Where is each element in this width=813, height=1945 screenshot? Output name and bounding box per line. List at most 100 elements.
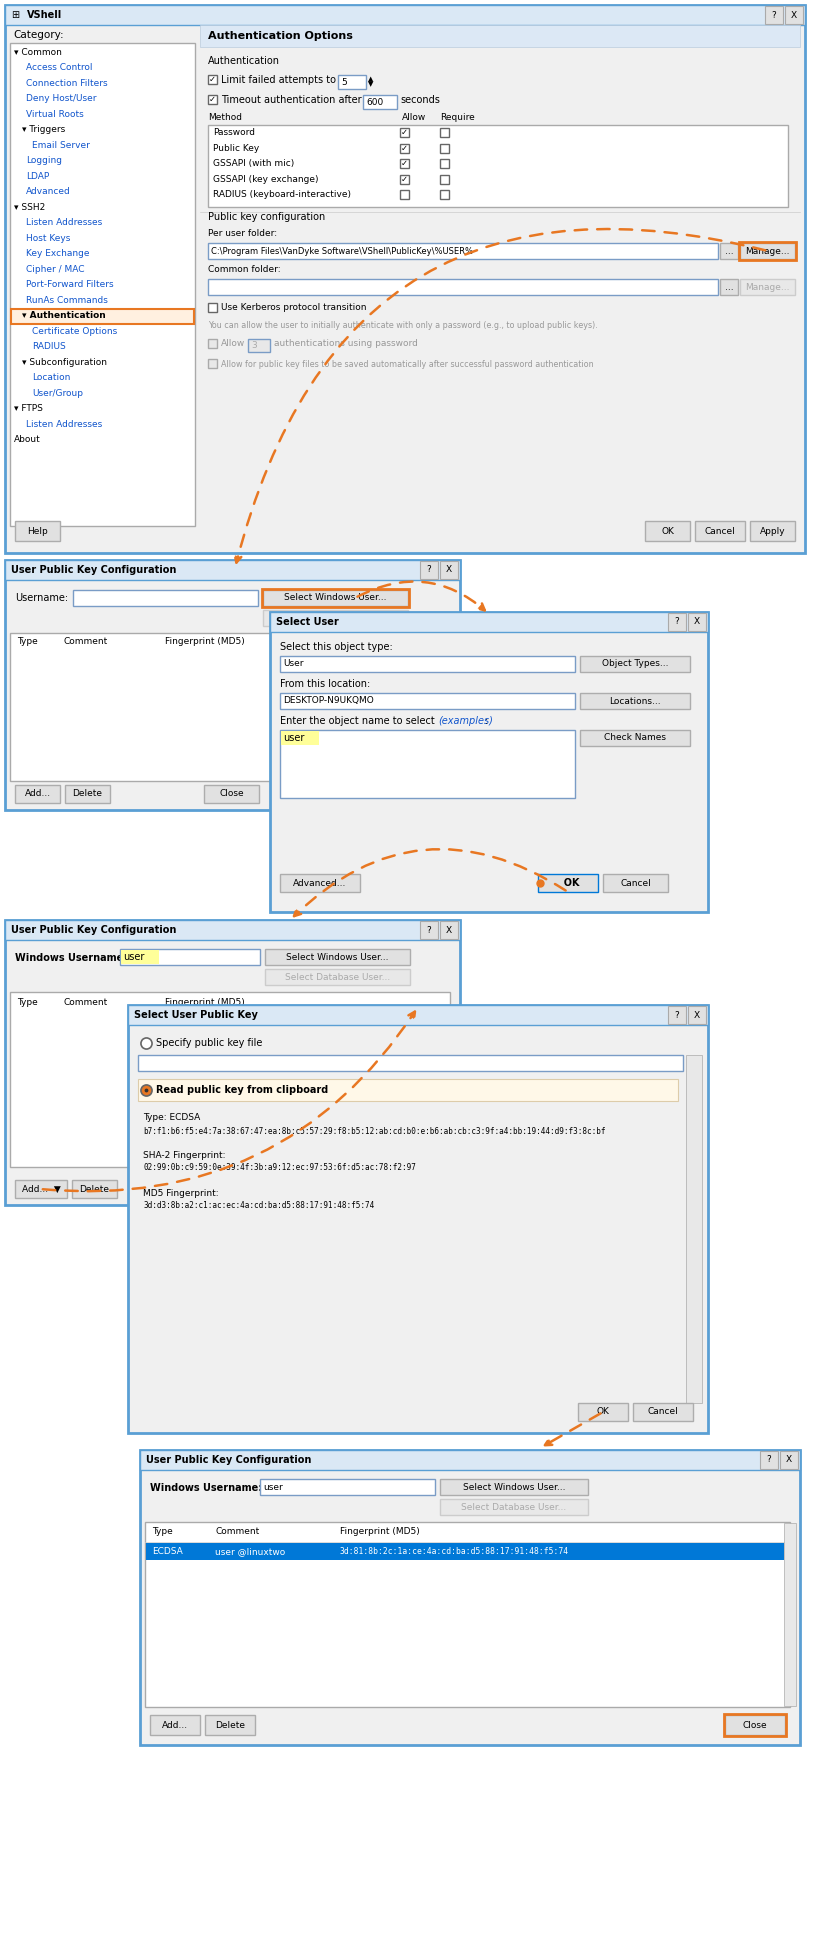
FancyBboxPatch shape [138,1079,678,1101]
Text: Cipher / MAC: Cipher / MAC [26,265,85,274]
Text: ✓: ✓ [401,159,408,167]
Text: OK: OK [557,877,579,889]
FancyBboxPatch shape [580,655,690,673]
Text: Allow for public key files to be saved automatically after successful password a: Allow for public key files to be saved a… [221,360,593,368]
FancyBboxPatch shape [750,521,795,541]
FancyBboxPatch shape [140,1451,800,1745]
Text: ▾ Triggers: ▾ Triggers [22,124,65,134]
Text: Add...  ▼: Add... ▼ [22,1185,60,1194]
FancyBboxPatch shape [580,729,690,747]
FancyBboxPatch shape [138,1054,683,1072]
FancyBboxPatch shape [400,191,409,198]
Text: 600: 600 [366,97,383,107]
FancyBboxPatch shape [208,338,217,348]
Text: Close: Close [743,1721,767,1729]
Text: Close: Close [220,790,244,799]
Text: ✓: ✓ [401,175,408,183]
FancyBboxPatch shape [440,159,449,167]
FancyBboxPatch shape [440,560,458,580]
FancyBboxPatch shape [440,1478,588,1496]
Text: Manage...: Manage... [746,282,789,292]
Text: user: user [263,1482,283,1492]
Text: Fingerprint (MD5): Fingerprint (MD5) [165,638,245,646]
FancyBboxPatch shape [140,1451,800,1470]
Text: Fingerprint (MD5): Fingerprint (MD5) [165,998,245,1006]
Text: Host Keys: Host Keys [26,233,71,243]
FancyBboxPatch shape [15,1181,67,1198]
FancyBboxPatch shape [205,1715,255,1735]
Text: Select User: Select User [276,617,339,626]
Text: 3d:d3:8b:a2:c1:ac:ec:4a:cd:ba:d5:88:17:91:48:f5:74: 3d:d3:8b:a2:c1:ac:ec:4a:cd:ba:d5:88:17:9… [143,1202,374,1210]
FancyBboxPatch shape [633,1402,693,1422]
Text: VShell: VShell [27,10,63,19]
Text: Connection Filters: Connection Filters [26,78,107,88]
FancyBboxPatch shape [121,949,159,965]
FancyBboxPatch shape [15,521,60,541]
Text: ▾ Authentication: ▾ Authentication [22,311,106,321]
FancyBboxPatch shape [10,992,450,1167]
Text: Delete: Delete [215,1721,245,1729]
FancyBboxPatch shape [400,175,409,183]
FancyBboxPatch shape [280,692,575,710]
Text: RADIUS: RADIUS [32,342,66,350]
Text: X: X [446,566,452,574]
FancyBboxPatch shape [270,613,708,632]
Text: GSSAPI (with mic): GSSAPI (with mic) [213,159,294,167]
Text: Select Windows User...: Select Windows User... [285,593,387,603]
Text: Limit failed attempts to: Limit failed attempts to [221,74,336,84]
Text: Listen Addresses: Listen Addresses [26,218,102,228]
FancyBboxPatch shape [740,243,795,259]
Text: Authentication Options: Authentication Options [208,31,353,41]
FancyBboxPatch shape [5,6,805,552]
Text: Logging: Logging [26,156,62,165]
Text: Add...: Add... [24,790,50,799]
Text: User: User [283,659,303,669]
Text: Cancel: Cancel [705,527,736,535]
FancyBboxPatch shape [120,949,260,965]
Text: Category:: Category: [13,29,63,41]
FancyBboxPatch shape [780,1451,798,1468]
Text: Select Database User...: Select Database User... [283,613,388,622]
FancyBboxPatch shape [400,159,409,167]
Text: Locations...: Locations... [609,696,661,706]
FancyBboxPatch shape [440,128,449,136]
FancyBboxPatch shape [260,1478,435,1496]
FancyBboxPatch shape [400,128,409,136]
Text: Windows Username:: Windows Username: [15,953,128,963]
FancyBboxPatch shape [208,278,718,296]
Text: seconds: seconds [400,95,440,105]
Text: Advanced: Advanced [26,187,71,196]
Text: Select User Public Key: Select User Public Key [134,1009,258,1019]
Text: Public Key: Public Key [213,144,259,152]
Text: ✓: ✓ [209,76,216,84]
FancyBboxPatch shape [720,278,738,296]
Text: X: X [446,926,452,934]
Text: Type: Type [17,998,37,1006]
Text: Apply: Apply [759,527,785,535]
FancyBboxPatch shape [645,521,690,541]
Text: C:\Program Files\VanDyke Software\VShell\PublicKey\%USER%: C:\Program Files\VanDyke Software\VShell… [211,247,473,255]
Text: Authentication: Authentication [208,56,280,66]
Text: Delete: Delete [72,790,102,799]
Text: 5: 5 [341,78,347,86]
Text: ECDSA: ECDSA [152,1546,183,1556]
Text: ▾ FTPS: ▾ FTPS [14,405,43,412]
FancyBboxPatch shape [145,1523,790,1708]
Text: ▾ Subconfiguration: ▾ Subconfiguration [22,358,107,366]
Text: user @linuxtwo: user @linuxtwo [215,1546,285,1556]
Text: Key Exchange: Key Exchange [26,249,89,259]
Text: ?: ? [767,1455,772,1465]
Text: Select Database User...: Select Database User... [285,972,390,982]
Text: Select Windows User...: Select Windows User... [286,953,389,961]
Text: ?: ? [427,926,432,934]
FancyBboxPatch shape [208,124,788,206]
FancyBboxPatch shape [72,1181,117,1198]
FancyBboxPatch shape [208,95,217,103]
Text: User Public Key Configuration: User Public Key Configuration [146,1455,311,1465]
Text: ✓: ✓ [209,95,216,103]
FancyBboxPatch shape [363,95,397,109]
Text: Type: Type [152,1527,172,1537]
Text: Common folder:: Common folder: [208,265,280,274]
FancyBboxPatch shape [440,1500,588,1515]
Text: LDAP: LDAP [26,171,50,181]
